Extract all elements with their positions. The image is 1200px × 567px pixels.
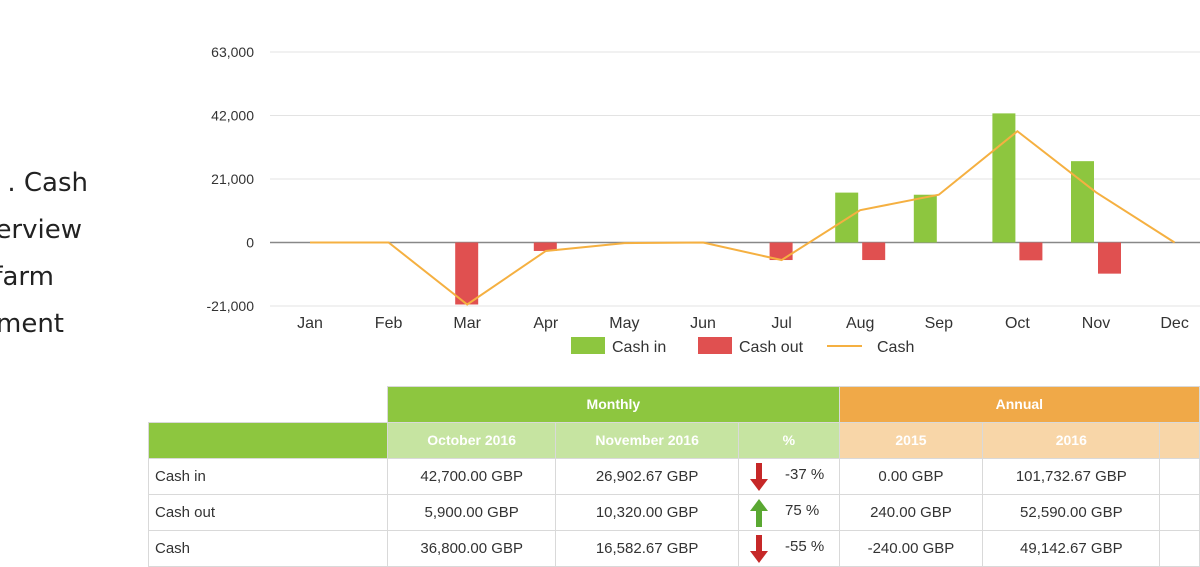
legend-swatch-cash-in (571, 337, 605, 354)
x-tick-label: Jul (771, 315, 791, 332)
cell-percent: -37 % (737, 457, 840, 495)
x-tick-label: Sep (925, 315, 954, 332)
x-tick-label: Aug (846, 315, 874, 332)
caption-line-1: . Cash (7, 168, 88, 198)
x-tick-label: Oct (1005, 315, 1030, 332)
x-tick-label: Dec (1160, 315, 1188, 332)
x-tick-label: Jan (297, 315, 323, 332)
down-arrow-icon (749, 534, 768, 563)
y-tick-label: -21,000 (207, 298, 255, 314)
bar-cash-out (1019, 242, 1043, 261)
summary-table: Monthly Annual October 2016 November 201… (147, 386, 1200, 567)
legend-swatch-cash-out (698, 337, 732, 354)
bar-cash-in (1071, 161, 1094, 243)
cell-2015: 240.00 GBP (838, 493, 984, 531)
row-label: Cash out (147, 493, 389, 531)
x-tick-label: Nov (1082, 315, 1110, 332)
bar-cash-in (913, 194, 937, 243)
cell-october: 36,800.00 GBP (387, 529, 557, 567)
cash-chart: 63,000 42,000 21,000 0 -21,000 Jan Feb Mar Apr M… (207, 44, 1200, 356)
col-october-2016: October 2016 (387, 421, 557, 459)
cell-2016: 49,142.67 GBP (982, 529, 1161, 567)
bar-cash-out (1098, 242, 1121, 274)
down-arrow-icon (749, 462, 768, 491)
legend-label-cash: Cash (877, 339, 914, 356)
row-label: Cash (147, 529, 389, 567)
col-2016: 2016 (982, 421, 1161, 459)
col-extra (1159, 421, 1200, 459)
x-tick-label: Feb (375, 315, 403, 332)
bar-cash-out (862, 242, 886, 261)
cell-october: 42,700.00 GBP (387, 457, 557, 495)
bar-cash-out (455, 242, 479, 305)
x-tick-label: Apr (533, 315, 559, 332)
up-arrow-icon (749, 498, 768, 527)
cell-2015: 0.00 GBP (838, 457, 984, 495)
caption-line-2: erview (0, 215, 82, 245)
cell-2016: 101,732.67 GBP (982, 457, 1161, 495)
x-tick-label: Mar (453, 315, 481, 332)
legend-label-cash-in: Cash in (612, 339, 666, 356)
monthly-header: Monthly (387, 386, 840, 423)
cell-november: 26,902.67 GBP (555, 457, 739, 495)
cell-october: 5,900.00 GBP (387, 493, 557, 531)
x-axis: Jan Feb Mar Apr May Jun Jul Aug Sep Oct Nov Dec (297, 315, 1189, 332)
col-2015: 2015 (838, 421, 984, 459)
chart-grid (270, 51, 1200, 307)
y-tick-label: 63,000 (211, 44, 254, 60)
bar-cash-in (992, 113, 1016, 243)
percent-value: -55 % (784, 537, 825, 555)
y-tick-label: 0 (246, 235, 254, 251)
cell-november: 10,320.00 GBP (555, 493, 739, 531)
chart-line (310, 129, 1176, 306)
x-tick-label: May (609, 315, 639, 332)
table-row: Cash out 5,900.00 GBP 10,320.00 GBP 75 %… (147, 493, 1200, 531)
cell-2015: -240.00 GBP (838, 529, 984, 567)
bar-cash-out (533, 242, 557, 251)
col-percent: % (737, 421, 840, 459)
table-row: Cash 36,800.00 GBP 16,582.67 GBP -55 % -… (147, 529, 1200, 567)
y-tick-label: 42,000 (211, 108, 254, 124)
chart-bars (455, 113, 1121, 305)
col-november-2016: November 2016 (555, 421, 739, 459)
percent-value: -37 % (784, 465, 825, 483)
side-caption: . Cash erview farm ement e (0, 160, 120, 395)
caption-line-3: farm (0, 262, 54, 292)
y-axis: 63,000 42,000 21,000 0 -21,000 (207, 44, 255, 314)
chart-legend: Cash in Cash out Cash (571, 337, 914, 356)
legend-label-cash-out: Cash out (739, 339, 804, 356)
x-tick-label: Jun (690, 315, 716, 332)
percent-value: 75 % (784, 501, 820, 519)
corner-cell (147, 421, 389, 459)
y-tick-label: 21,000 (211, 171, 254, 187)
annual-header: Annual (838, 386, 1200, 423)
cell-2016: 52,590.00 GBP (982, 493, 1161, 531)
row-label: Cash in (147, 457, 389, 495)
caption-line-4: ement (0, 309, 64, 339)
table-row: Cash in 42,700.00 GBP 26,902.67 GBP -37 … (147, 457, 1200, 495)
cell-november: 16,582.67 GBP (555, 529, 739, 567)
cell-percent: -55 % (737, 529, 840, 567)
cell-percent: 75 % (737, 493, 840, 531)
line-cash (310, 129, 1176, 306)
